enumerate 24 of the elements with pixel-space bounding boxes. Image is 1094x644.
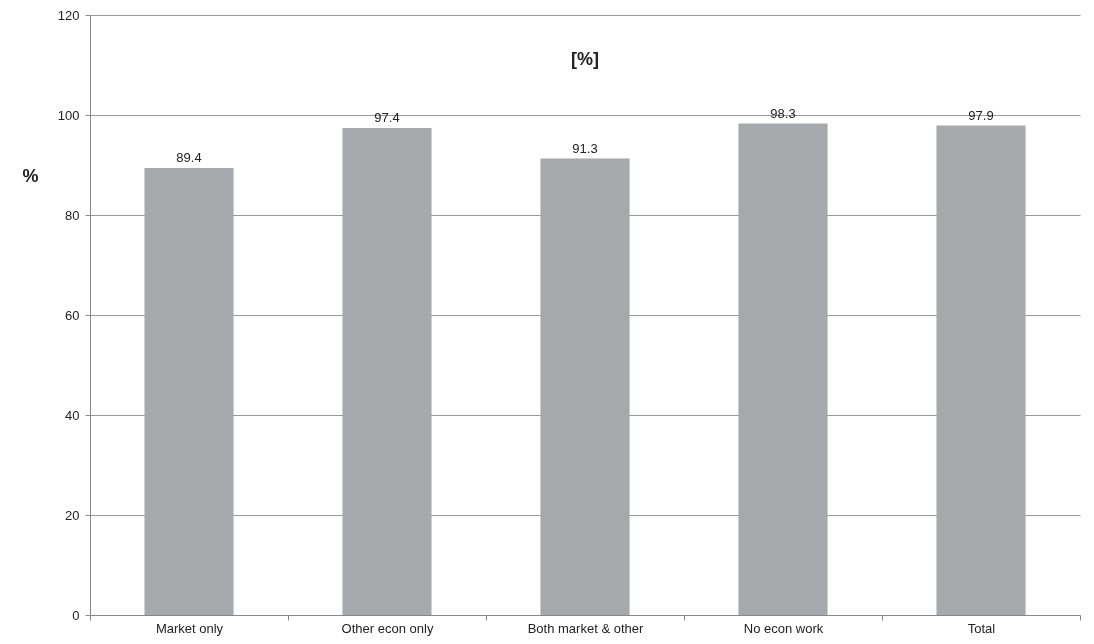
y-tick-label: 120 <box>57 7 80 23</box>
x-tick-label: Other econ only <box>341 620 434 636</box>
data-label: 97.9 <box>968 107 994 123</box>
y-tick-label: 80 <box>65 207 80 223</box>
x-tick-label: Market only <box>155 620 224 636</box>
data-label: 97.4 <box>374 110 400 125</box>
text: [%] <box>571 49 599 69</box>
bar <box>738 123 828 615</box>
x-tick-label: Total <box>967 620 996 636</box>
data-label: 91.3 <box>572 140 598 156</box>
y-tick-label: 100 <box>57 107 80 123</box>
y-tick-label: 40 <box>65 407 80 423</box>
y-tick-label: 0 <box>72 607 80 623</box>
bar <box>936 125 1026 615</box>
bar <box>342 128 432 615</box>
bar <box>144 168 234 615</box>
data-label: 89.4 <box>176 150 202 165</box>
y-tick-label: 20 <box>65 507 80 523</box>
x-tick-label: No econ work <box>743 620 824 636</box>
x-tick-label: Both market & other <box>527 620 644 636</box>
y-tick-label: 60 <box>65 307 80 323</box>
bar <box>540 158 630 615</box>
y-axis-title: % <box>22 165 39 186</box>
data-label: 98.3 <box>770 105 796 121</box>
